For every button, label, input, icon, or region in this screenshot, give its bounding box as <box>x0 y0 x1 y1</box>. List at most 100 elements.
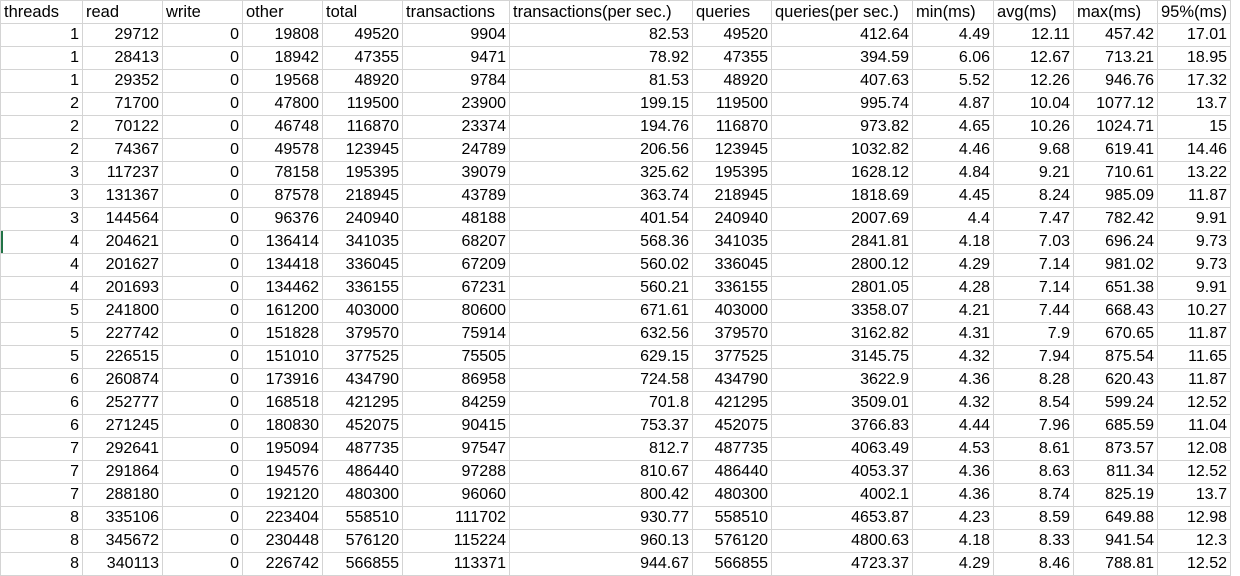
table-cell[interactable]: 6 <box>0 414 83 438</box>
table-cell[interactable]: 558510 <box>692 506 772 530</box>
table-cell[interactable]: 4.18 <box>912 230 994 254</box>
table-cell[interactable]: 75505 <box>402 345 510 369</box>
table-cell[interactable]: 325.62 <box>509 161 693 185</box>
table-cell[interactable]: 619.41 <box>1073 138 1158 162</box>
table-cell[interactable]: 363.74 <box>509 184 693 208</box>
table-cell[interactable]: 9.68 <box>993 138 1074 162</box>
table-cell[interactable]: 4653.87 <box>771 506 913 530</box>
table-cell[interactable]: 0 <box>162 506 243 530</box>
table-cell[interactable]: 8 <box>0 529 83 553</box>
table-cell[interactable]: 4.36 <box>912 483 994 507</box>
table-cell[interactable]: 8 <box>0 506 83 530</box>
table-cell[interactable]: 7.14 <box>993 276 1074 300</box>
table-cell[interactable]: 134418 <box>242 253 323 277</box>
table-cell[interactable]: 812.7 <box>509 437 693 461</box>
table-cell[interactable]: 4.84 <box>912 161 994 185</box>
table-cell[interactable]: 0 <box>162 253 243 277</box>
table-cell[interactable]: 825.19 <box>1073 483 1158 507</box>
table-cell[interactable]: 71700 <box>82 92 163 116</box>
column-header-cell[interactable]: max(ms) <box>1073 0 1158 24</box>
table-cell[interactable]: 0 <box>162 460 243 484</box>
table-cell[interactable]: 271245 <box>82 414 163 438</box>
table-cell[interactable]: 568.36 <box>509 230 693 254</box>
table-cell[interactable]: 10.26 <box>993 115 1074 139</box>
table-cell[interactable]: 4.28 <box>912 276 994 300</box>
table-cell[interactable]: 288180 <box>82 483 163 507</box>
table-cell[interactable]: 930.77 <box>509 506 693 530</box>
table-cell[interactable]: 2801.05 <box>771 276 913 300</box>
table-cell[interactable]: 218945 <box>322 184 403 208</box>
table-cell[interactable]: 4800.63 <box>771 529 913 553</box>
table-cell[interactable]: 82.53 <box>509 23 693 47</box>
column-header-cell[interactable]: read <box>82 0 163 24</box>
table-cell[interactable]: 9471 <box>402 46 510 70</box>
table-cell[interactable]: 1024.71 <box>1073 115 1158 139</box>
table-cell[interactable]: 811.34 <box>1073 460 1158 484</box>
table-cell[interactable]: 1 <box>0 46 83 70</box>
table-cell[interactable]: 81.53 <box>509 69 693 93</box>
table-cell[interactable]: 87578 <box>242 184 323 208</box>
table-cell[interactable]: 0 <box>162 414 243 438</box>
table-cell[interactable]: 4.32 <box>912 391 994 415</box>
table-cell[interactable]: 7.03 <box>993 230 1074 254</box>
table-cell[interactable]: 12.52 <box>1156 391 1232 415</box>
table-cell[interactable]: 115224 <box>402 529 510 553</box>
table-cell[interactable]: 4723.37 <box>771 552 913 576</box>
table-cell[interactable]: 12.52 <box>1156 552 1232 576</box>
table-cell[interactable]: 96060 <box>402 483 510 507</box>
table-cell[interactable]: 43789 <box>402 184 510 208</box>
table-cell[interactable]: 3 <box>0 161 83 185</box>
table-cell[interactable]: 14.46 <box>1156 138 1232 162</box>
table-cell[interactable]: 7 <box>0 483 83 507</box>
table-cell[interactable]: 394.59 <box>771 46 913 70</box>
table-cell[interactable]: 3 <box>0 207 83 231</box>
table-cell[interactable]: 11.65 <box>1156 345 1232 369</box>
table-cell[interactable]: 194.76 <box>509 115 693 139</box>
table-cell[interactable]: 116870 <box>692 115 772 139</box>
table-cell[interactable]: 7.44 <box>993 299 1074 323</box>
table-cell[interactable]: 341035 <box>692 230 772 254</box>
table-cell[interactable]: 4063.49 <box>771 437 913 461</box>
table-cell[interactable]: 7.47 <box>993 207 1074 231</box>
table-cell[interactable]: 452075 <box>692 414 772 438</box>
table-cell[interactable]: 4.4 <box>912 207 994 231</box>
table-cell[interactable]: 8.74 <box>993 483 1074 507</box>
table-cell[interactable]: 379570 <box>692 322 772 346</box>
table-cell[interactable]: 24789 <box>402 138 510 162</box>
table-cell[interactable]: 23900 <box>402 92 510 116</box>
table-cell[interactable]: 800.42 <box>509 483 693 507</box>
table-cell[interactable]: 4.36 <box>912 460 994 484</box>
table-cell[interactable]: 558510 <box>322 506 403 530</box>
table-cell[interactable]: 12.67 <box>993 46 1074 70</box>
table-cell[interactable]: 161200 <box>242 299 323 323</box>
table-cell[interactable]: 96376 <box>242 207 323 231</box>
table-cell[interactable]: 6.06 <box>912 46 994 70</box>
table-cell[interactable]: 75914 <box>402 322 510 346</box>
table-cell[interactable]: 4.31 <box>912 322 994 346</box>
table-cell[interactable]: 3 <box>0 184 83 208</box>
table-cell[interactable]: 4053.37 <box>771 460 913 484</box>
table-cell[interactable]: 336155 <box>322 276 403 300</box>
table-cell[interactable]: 11.87 <box>1156 322 1232 346</box>
table-cell[interactable]: 192120 <box>242 483 323 507</box>
table-cell[interactable]: 226515 <box>82 345 163 369</box>
table-cell[interactable]: 23374 <box>402 115 510 139</box>
table-cell[interactable]: 3766.83 <box>771 414 913 438</box>
table-cell[interactable]: 46748 <box>242 115 323 139</box>
table-cell[interactable]: 336045 <box>692 253 772 277</box>
table-cell[interactable]: 670.65 <box>1073 322 1158 346</box>
column-header-cell[interactable]: queries(per sec.) <box>771 0 913 24</box>
table-cell[interactable]: 873.57 <box>1073 437 1158 461</box>
table-cell[interactable]: 875.54 <box>1073 345 1158 369</box>
column-header-cell[interactable]: min(ms) <box>912 0 994 24</box>
table-cell[interactable]: 8.24 <box>993 184 1074 208</box>
table-cell[interactable]: 227742 <box>82 322 163 346</box>
table-cell[interactable]: 0 <box>162 483 243 507</box>
table-cell[interactable]: 19568 <box>242 69 323 93</box>
table-cell[interactable]: 0 <box>162 552 243 576</box>
table-cell[interactable]: 201627 <box>82 253 163 277</box>
table-cell[interactable]: 29352 <box>82 69 163 93</box>
table-cell[interactable]: 2 <box>0 92 83 116</box>
table-cell[interactable]: 4.44 <box>912 414 994 438</box>
table-cell[interactable]: 560.21 <box>509 276 693 300</box>
